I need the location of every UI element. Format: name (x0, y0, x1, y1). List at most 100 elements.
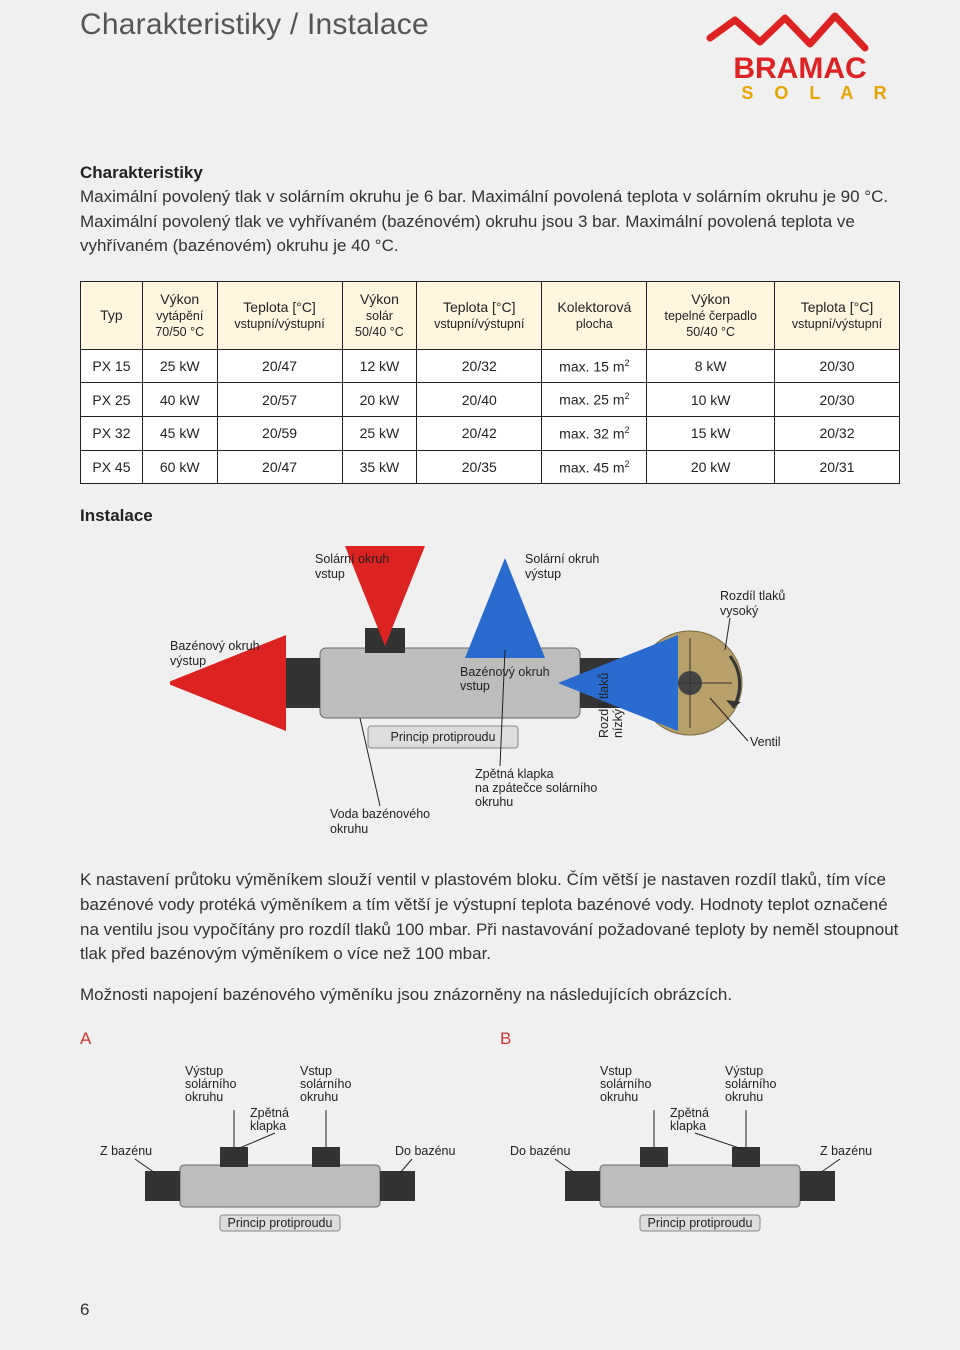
table-header-cell: Výkonvytápění70/50 °C (142, 281, 217, 349)
svg-text:Zpětná: Zpětná (670, 1106, 709, 1120)
svg-text:na zpátečce solárního: na zpátečce solárního (475, 781, 597, 795)
svg-text:Zpětná: Zpětná (250, 1106, 289, 1120)
svg-text:Ventil: Ventil (750, 735, 781, 749)
logo-brand-text: BRAMAC (733, 52, 866, 85)
table-cell: 45 kW (142, 416, 217, 450)
table-row: PX 4560 kW20/4735 kW20/35max. 45 m220 kW… (81, 450, 900, 484)
svg-text:vysoký: vysoký (720, 604, 759, 618)
svg-text:okruhu: okruhu (600, 1090, 638, 1104)
table-cell: 20/57 (217, 383, 342, 417)
table-header-cell: Kolektorováplocha (542, 281, 647, 349)
table-cell: 10 kW (647, 383, 775, 417)
table-cell: 20/30 (774, 349, 899, 383)
installation-paragraph-1: K nastavení průtoku výměníkem slouží ven… (80, 868, 900, 967)
table-cell: max. 32 m2 (542, 416, 647, 450)
variant-b-diagram: Princip protiproudu Vstup solárního okru… (500, 1055, 900, 1255)
svg-text:Do bazénu: Do bazénu (510, 1144, 571, 1158)
brand-logo: BRAMAC S O L A R (700, 8, 900, 103)
characteristics-intro: Maximální povolený tlak v solárním okruh… (80, 185, 900, 259)
table-header-cell: Výkontepelné čerpadlo50/40 °C (647, 281, 775, 349)
page-number: 6 (80, 1300, 900, 1320)
svg-text:Princip protiproudu: Princip protiproudu (228, 1216, 333, 1230)
table-cell: 15 kW (647, 416, 775, 450)
svg-text:solárního: solárního (600, 1077, 651, 1091)
svg-text:okruhu: okruhu (330, 822, 368, 836)
svg-text:Voda bazénového: Voda bazénového (330, 807, 430, 821)
installation-paragraph-2: Možnosti napojení bazénového výměníku js… (80, 983, 900, 1008)
svg-text:klapka: klapka (670, 1119, 706, 1133)
table-cell: 20/40 (417, 383, 542, 417)
installation-main-diagram: Princip protiproudu Rozdíl tlaků nízký (170, 538, 810, 848)
svg-text:Bazénový okruh: Bazénový okruh (170, 639, 260, 653)
table-header-cell: Teplota [°C]vstupní/výstupní (417, 281, 542, 349)
svg-text:okruhu: okruhu (300, 1090, 338, 1104)
table-cell: 20/32 (417, 349, 542, 383)
table-cell: 60 kW (142, 450, 217, 484)
table-cell: 25 kW (342, 416, 417, 450)
svg-text:Rozdíl tlaků: Rozdíl tlaků (597, 673, 611, 738)
svg-text:okruhu: okruhu (725, 1090, 763, 1104)
table-cell: 25 kW (142, 349, 217, 383)
svg-text:Z bazénu: Z bazénu (820, 1144, 872, 1158)
table-cell: 20 kW (647, 450, 775, 484)
svg-text:Výstup: Výstup (725, 1064, 763, 1078)
table-cell: PX 32 (81, 416, 143, 450)
table-cell: 20/30 (774, 383, 899, 417)
svg-text:vstup: vstup (315, 567, 345, 581)
table-cell: 20/42 (417, 416, 542, 450)
table-cell: 20/35 (417, 450, 542, 484)
specifications-table: TypVýkonvytápění70/50 °CTeplota [°C]vstu… (80, 281, 900, 484)
logo-subbrand-text: S O L A R (741, 83, 894, 103)
table-row: PX 2540 kW20/5720 kW20/40max. 25 m210 kW… (81, 383, 900, 417)
svg-text:Bazénový okruh: Bazénový okruh (460, 665, 550, 679)
variant-a-diagram: Princip protiproudu Výstup solárního okr… (80, 1055, 480, 1255)
table-cell: 20/47 (217, 349, 342, 383)
svg-text:nízký: nízký (611, 708, 625, 738)
table-cell: 40 kW (142, 383, 217, 417)
table-row: PX 1525 kW20/4712 kW20/32max. 15 m28 kW2… (81, 349, 900, 383)
svg-text:Do bazénu: Do bazénu (395, 1144, 456, 1158)
svg-text:klapka: klapka (250, 1119, 286, 1133)
table-cell: max. 45 m2 (542, 450, 647, 484)
svg-text:výstup: výstup (170, 654, 206, 668)
svg-text:solárního: solárního (185, 1077, 236, 1091)
svg-text:okruhu: okruhu (475, 795, 513, 809)
table-cell: 8 kW (647, 349, 775, 383)
table-cell: 20/47 (217, 450, 342, 484)
table-cell: PX 15 (81, 349, 143, 383)
table-header-cell: Teplota [°C]vstupní/výstupní (774, 281, 899, 349)
svg-text:Solární okruh: Solární okruh (315, 552, 389, 566)
table-cell: max. 25 m2 (542, 383, 647, 417)
page-title: Charakteristiky / Instalace (80, 8, 429, 42)
svg-text:Solární okruh: Solární okruh (525, 552, 599, 566)
svg-text:vstup: vstup (460, 679, 490, 693)
table-header-cell: Teplota [°C]vstupní/výstupní (217, 281, 342, 349)
svg-text:solárního: solárního (725, 1077, 776, 1091)
table-cell: max. 15 m2 (542, 349, 647, 383)
svg-text:Princip protiproudu: Princip protiproudu (648, 1216, 753, 1230)
table-cell: PX 45 (81, 450, 143, 484)
table-header-cell: Výkonsolár50/40 °C (342, 281, 417, 349)
svg-text:Princip protiproudu: Princip protiproudu (391, 730, 496, 744)
table-cell: 20 kW (342, 383, 417, 417)
table-cell: 35 kW (342, 450, 417, 484)
table-cell: 20/59 (217, 416, 342, 450)
svg-text:Vstup: Vstup (300, 1064, 332, 1078)
table-row: PX 3245 kW20/5925 kW20/42max. 32 m215 kW… (81, 416, 900, 450)
installation-heading: Instalace (80, 506, 900, 526)
characteristics-heading: Charakteristiky (80, 163, 900, 183)
table-cell: 12 kW (342, 349, 417, 383)
svg-text:Rozdíl tlaků: Rozdíl tlaků (720, 589, 785, 603)
table-header-cell: Typ (81, 281, 143, 349)
variant-b-label: B (500, 1029, 900, 1049)
table-cell: 20/31 (774, 450, 899, 484)
svg-text:výstup: výstup (525, 567, 561, 581)
svg-text:Z bazénu: Z bazénu (100, 1144, 152, 1158)
variant-a-label: A (80, 1029, 480, 1049)
svg-text:solárního: solárního (300, 1077, 351, 1091)
svg-text:Výstup: Výstup (185, 1064, 223, 1078)
table-cell: 20/32 (774, 416, 899, 450)
table-cell: PX 25 (81, 383, 143, 417)
svg-text:okruhu: okruhu (185, 1090, 223, 1104)
svg-text:Zpětná klapka: Zpětná klapka (475, 767, 554, 781)
